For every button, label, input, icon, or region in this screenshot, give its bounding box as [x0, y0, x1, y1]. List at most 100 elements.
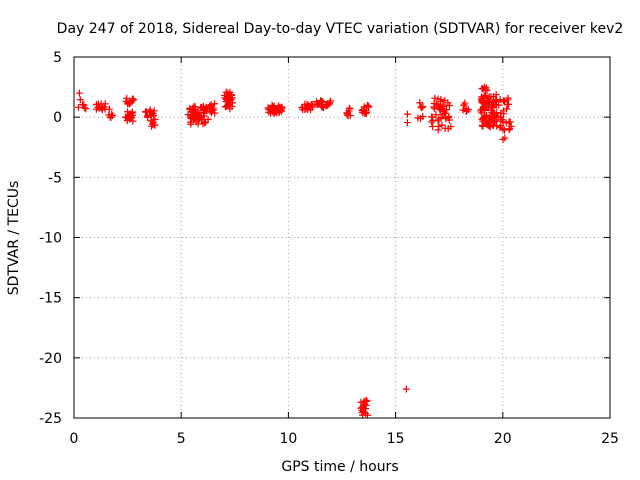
- data-point: [418, 104, 426, 112]
- data-point: [81, 104, 89, 112]
- data-point: [504, 96, 512, 104]
- data-point: [144, 113, 152, 121]
- y-tick-label: 5: [53, 50, 62, 66]
- x-tick-label: 25: [601, 431, 619, 447]
- x-tick-label: 5: [177, 431, 186, 447]
- data-point: [416, 99, 424, 107]
- data-point: [463, 107, 471, 115]
- data-point: [362, 108, 370, 116]
- data-point: [101, 100, 109, 108]
- data-point: [108, 110, 116, 118]
- data-point: [82, 105, 90, 113]
- data-point: [500, 97, 508, 105]
- data-point: [105, 105, 113, 113]
- data-point: [497, 121, 505, 129]
- data-point: [403, 110, 411, 118]
- data-point: [204, 116, 212, 124]
- data-point: [486, 96, 494, 104]
- data-point: [507, 123, 515, 131]
- data-point: [419, 103, 427, 111]
- y-tick-label: -25: [39, 411, 62, 427]
- data-point: [492, 117, 500, 125]
- data-point: [478, 121, 486, 129]
- data-point: [433, 100, 441, 108]
- data-point: [129, 117, 137, 125]
- data-point: [431, 94, 439, 102]
- data-point: [403, 119, 411, 127]
- data-point: [325, 100, 333, 108]
- data-point: [492, 97, 500, 105]
- data-point: [346, 112, 354, 120]
- data-point: [432, 111, 440, 119]
- data-point: [435, 122, 443, 130]
- data-point: [76, 96, 84, 104]
- data-point: [461, 99, 469, 107]
- data-points: [74, 83, 515, 419]
- data-point: [464, 106, 472, 114]
- data-point: [441, 109, 449, 117]
- data-point: [211, 109, 219, 117]
- data-point: [402, 385, 410, 393]
- data-point: [439, 101, 447, 109]
- data-point: [445, 113, 453, 121]
- data-point: [363, 101, 371, 109]
- y-tick-label: 0: [53, 110, 62, 126]
- data-point: [201, 119, 209, 127]
- data-point: [128, 108, 136, 116]
- data-point: [429, 123, 437, 131]
- x-axis-label: GPS time / hours: [281, 459, 398, 475]
- y-tick-label: -15: [39, 291, 62, 307]
- data-point: [74, 103, 82, 111]
- data-point: [129, 95, 137, 103]
- data-point: [80, 101, 88, 109]
- x-tick-label: 20: [494, 431, 512, 447]
- data-point: [108, 112, 116, 120]
- data-point: [150, 107, 158, 115]
- data-point: [503, 105, 511, 113]
- data-point: [362, 396, 370, 404]
- data-point: [499, 118, 507, 126]
- data-point: [151, 121, 159, 129]
- data-point: [442, 106, 450, 114]
- data-point: [365, 103, 373, 111]
- data-point: [501, 134, 509, 142]
- data-point: [506, 118, 514, 126]
- data-point: [346, 105, 354, 113]
- data-point: [228, 99, 236, 107]
- chart-title: Day 247 of 2018, Sidereal Day-to-day VTE…: [57, 21, 624, 37]
- data-point: [362, 405, 370, 413]
- data-point: [495, 101, 503, 109]
- data-point: [428, 118, 436, 126]
- data-point: [505, 100, 513, 108]
- data-point: [207, 101, 215, 109]
- data-point: [211, 100, 219, 108]
- y-tick-label: -10: [39, 231, 62, 247]
- data-point: [150, 111, 158, 119]
- x-tick-label: 10: [279, 431, 297, 447]
- data-point: [419, 113, 427, 121]
- data-point: [490, 121, 498, 129]
- x-tick-label: 15: [387, 431, 405, 447]
- x-tick-label: 0: [70, 431, 79, 447]
- data-point: [447, 123, 455, 131]
- data-point: [496, 96, 504, 104]
- data-point: [278, 107, 286, 115]
- data-point: [227, 91, 235, 99]
- axis-ticks: 0 5 10 15 20 25 5 0 -5 -10 -15 -20 -25: [39, 50, 619, 447]
- data-point: [209, 106, 217, 114]
- data-point: [437, 97, 445, 105]
- data-point: [193, 108, 201, 116]
- data-point: [319, 98, 327, 106]
- data-point: [127, 113, 135, 121]
- data-point: [500, 110, 508, 118]
- data-point: [75, 89, 83, 97]
- data-point: [445, 102, 453, 110]
- data-point: [499, 125, 507, 133]
- y-tick-label: -5: [48, 170, 62, 186]
- data-point: [200, 109, 208, 117]
- data-point: [483, 111, 491, 119]
- data-point: [327, 97, 335, 105]
- data-point: [482, 85, 490, 93]
- y-axis-label: SDTVAR / TECUs: [6, 181, 22, 296]
